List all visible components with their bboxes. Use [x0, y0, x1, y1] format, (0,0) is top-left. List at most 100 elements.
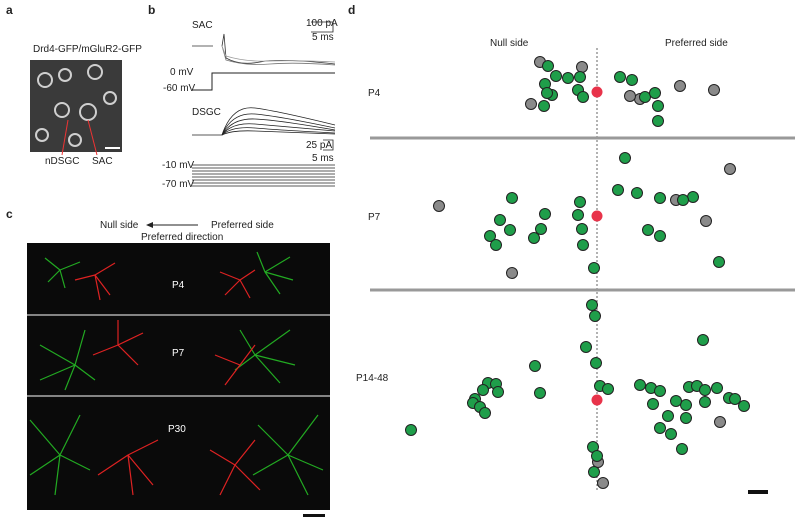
arrow — [61, 119, 69, 156]
green-cell — [670, 395, 682, 407]
voltage-label: 0 mV — [170, 67, 194, 78]
green-cell — [506, 192, 518, 204]
direction-label: Preferred direction — [141, 232, 223, 243]
green-cell — [586, 299, 598, 311]
green-cell — [642, 224, 654, 236]
green-cell — [614, 71, 626, 83]
green-cell — [654, 385, 666, 397]
green-cell — [680, 399, 692, 411]
micrograph — [30, 60, 122, 152]
voltage-label: -10 mV — [162, 160, 195, 171]
green-cell — [405, 424, 417, 436]
label: nDSGC — [45, 156, 79, 167]
green-cell — [577, 239, 589, 251]
panel-letter: c — [6, 207, 13, 221]
green-cell — [588, 262, 600, 274]
green-cell — [652, 100, 664, 112]
panel-title: Drd4-GFP/mGluR2-GFP — [33, 44, 142, 55]
green-cell — [529, 360, 541, 372]
green-cell — [647, 398, 659, 410]
trace-label: DSGC — [192, 107, 221, 118]
gray-cell — [714, 416, 726, 428]
reference-cell — [591, 210, 603, 222]
green-cell — [639, 91, 651, 103]
panel-letter: b — [148, 3, 155, 17]
green-cell — [631, 187, 643, 199]
green-cell — [477, 384, 489, 396]
green-cell — [697, 334, 709, 346]
gray-cell — [674, 80, 686, 92]
green-cell — [619, 152, 631, 164]
green-cell — [654, 422, 666, 434]
command-step — [192, 72, 335, 91]
gray-cell — [724, 163, 736, 175]
side-label: Preferred side — [665, 38, 728, 49]
green-cell — [729, 393, 741, 405]
green-cell — [562, 72, 574, 84]
green-cell — [490, 239, 502, 251]
green-cell — [588, 466, 600, 478]
age-label: P4 — [368, 88, 381, 99]
green-cell — [528, 232, 540, 244]
side-label: Null side — [490, 38, 529, 49]
green-cell — [541, 87, 553, 99]
green-cell — [713, 256, 725, 268]
green-cell — [479, 407, 491, 419]
green-cell — [634, 379, 646, 391]
cell-arbors — [29, 251, 324, 496]
green-cell — [626, 74, 638, 86]
green-cell — [538, 100, 550, 112]
dot-layer — [405, 56, 750, 489]
green-cell — [494, 214, 506, 226]
dsgc-traces — [192, 107, 336, 136]
green-cell — [680, 412, 692, 424]
step-family — [192, 164, 335, 187]
trace-label: SAC — [192, 20, 213, 31]
age-label: P7 — [172, 348, 185, 359]
green-cell — [602, 383, 614, 395]
age-label: P30 — [168, 424, 186, 435]
green-cell — [534, 387, 546, 399]
reference-cell — [591, 394, 603, 406]
panel-letter: d — [348, 3, 355, 17]
label: SAC — [92, 156, 113, 167]
green-cell — [580, 341, 592, 353]
sac-traces — [192, 33, 336, 66]
green-cell — [687, 191, 699, 203]
scale-label: 100 pA — [306, 18, 338, 29]
green-cell — [576, 223, 588, 235]
green-cell — [699, 396, 711, 408]
scale-bar — [311, 21, 334, 33]
gray-cell — [708, 84, 720, 96]
green-cell — [662, 410, 674, 422]
image — [27, 243, 330, 510]
scale-bar — [323, 139, 334, 151]
age-label: P4 — [172, 280, 185, 291]
green-cell — [654, 192, 666, 204]
panel-letter: a — [6, 3, 13, 17]
gray-cell — [700, 215, 712, 227]
voltage-label: -60 mV — [163, 83, 196, 94]
green-cell — [590, 357, 602, 369]
green-cell — [484, 230, 496, 242]
green-cell — [591, 450, 603, 462]
green-cell — [550, 70, 562, 82]
green-cell — [574, 196, 586, 208]
green-cell — [577, 91, 589, 103]
gray-cell — [525, 98, 537, 110]
gray-cell — [433, 200, 445, 212]
green-cell — [665, 428, 677, 440]
cells — [35, 64, 117, 147]
green-cell — [492, 386, 504, 398]
green-cell — [542, 60, 554, 72]
arrow — [87, 119, 98, 156]
age-label: P14-48 — [356, 373, 389, 384]
gray-cell — [506, 267, 518, 279]
green-cell — [535, 223, 547, 235]
green-cell — [649, 87, 661, 99]
scale-label: 5 ms — [312, 153, 334, 164]
scale-bar — [303, 514, 325, 517]
age-label: P7 — [368, 212, 381, 223]
scale-label: 5 ms — [312, 32, 334, 43]
